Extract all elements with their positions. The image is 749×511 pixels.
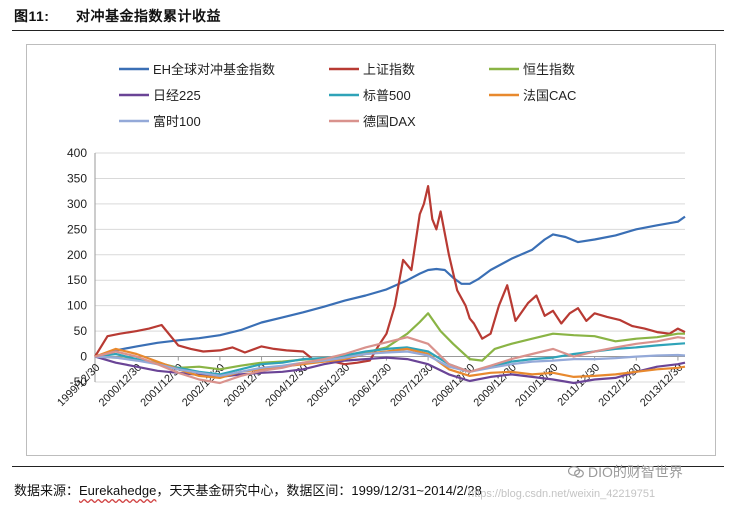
y-tick-label: 200 [67, 248, 87, 262]
y-tick-label: 400 [67, 146, 87, 160]
legend-label: 富时100 [153, 114, 201, 129]
source-label: 数据来源： [14, 483, 80, 498]
figure-title-text: 对冲基金指数累计收益 [76, 8, 221, 24]
bottom-divider [12, 466, 724, 467]
series-line-德国DAX [94, 336, 686, 385]
legend-label: 德国DAX [363, 114, 416, 129]
y-tick-label: 350 [67, 171, 87, 185]
x-tick-label: 2006/12/30 [347, 362, 394, 409]
y-tick-label: 100 [67, 299, 87, 313]
x-tick-label: 2005/12/30 [305, 362, 352, 409]
legend-label: 法国CAC [523, 88, 576, 103]
x-tick-label: 2011/12/30 [555, 362, 602, 409]
chart-frame: -50 0 50 100 150 200 250 300 350 400 1999/12/30 200… [26, 44, 716, 456]
title-divider [12, 30, 724, 31]
figure-number: 图11: [14, 8, 50, 24]
legend-label: 上证指数 [363, 62, 415, 77]
series-line-EH全球对冲基金指数 [94, 215, 686, 358]
watermark-url: https://blog.csdn.net/weixin_42219751 [468, 488, 656, 500]
series-line-恒生指数 [94, 312, 685, 371]
legend-label: 恒生指数 [523, 62, 575, 77]
y-tick-label: -50 [70, 375, 88, 389]
series-line-上证指数 [94, 185, 686, 366]
legend-label: EH全球对冲基金指数 [153, 62, 275, 77]
y-tick-label: 150 [67, 273, 87, 287]
source-note: 数据来源：Eurekahedge，天天基金研究中心，数据区间：1999/12/3… [14, 480, 482, 499]
y-tick-label: 300 [67, 197, 87, 211]
x-tick-label: 2000/12/30 [97, 362, 144, 409]
x-tick-label: 2010/12/30 [513, 362, 560, 409]
source-name: Eurekahedge [79, 483, 157, 498]
x-tick-label: 1999/12/30 [55, 362, 102, 409]
watermark-brand: DIO的财智世界 [568, 462, 683, 482]
wechat-icon [568, 466, 584, 478]
legend-label: 标普500 [363, 88, 411, 103]
line-chart: -500501001502002503003504001999/12/30200… [55, 62, 686, 409]
series-line-富时100 [94, 350, 686, 377]
x-tick-label: 2012/12/30 [596, 362, 643, 409]
y-tick-label: 0 [80, 350, 87, 364]
series-line-法国CAC [94, 347, 686, 379]
x-tick-label: 2007/12/30 [388, 362, 435, 409]
y-tick-label: 50 [74, 324, 88, 338]
source-rest: ，天天基金研究中心，数据区间：1999/12/31~2014/2/28 [156, 483, 482, 498]
figure-title: 图11: 对冲基金指数累计收益 [14, 6, 221, 26]
y-tick-label: 250 [67, 222, 87, 236]
legend-label: 日经225 [153, 88, 201, 103]
watermark-brand-text: DIO的财智世界 [588, 464, 683, 480]
